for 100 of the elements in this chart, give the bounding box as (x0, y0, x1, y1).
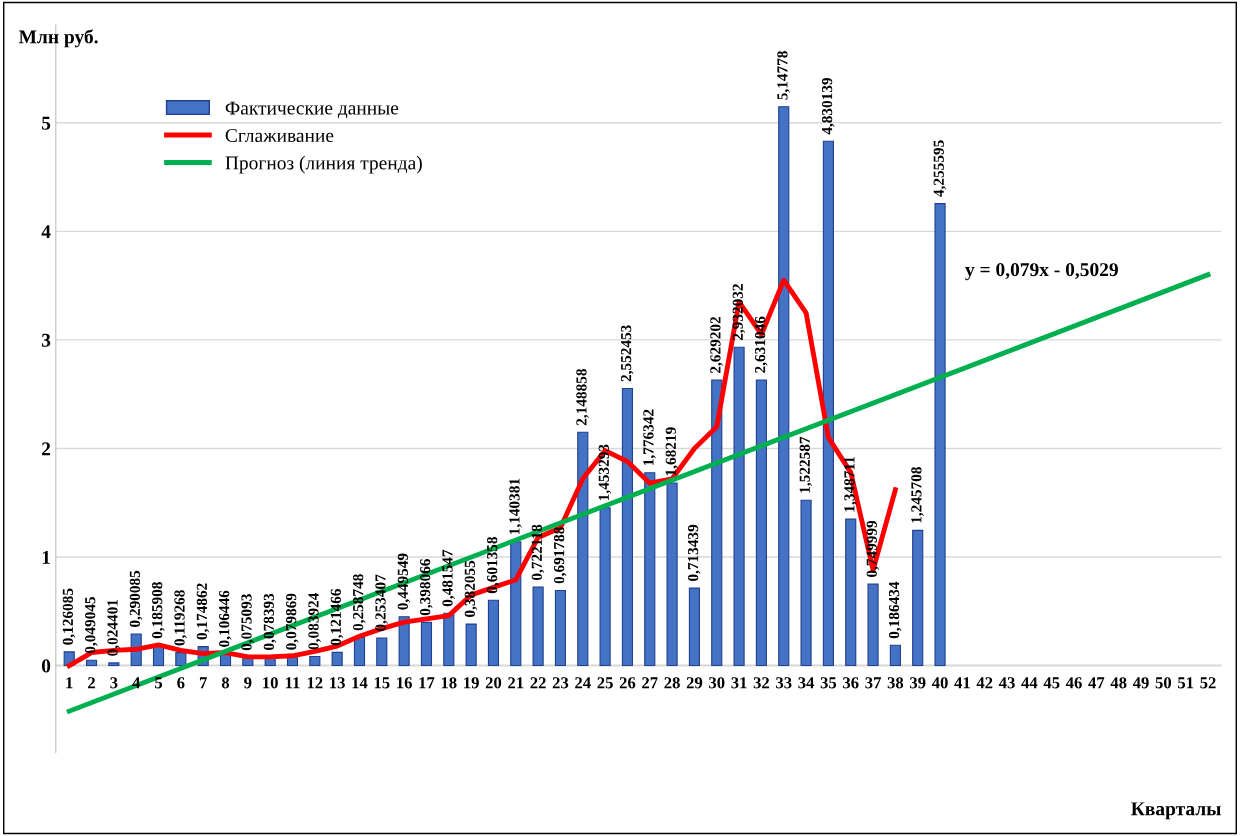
data-label: 0,078393 (263, 593, 277, 650)
data-label: 0,106446 (219, 590, 232, 647)
data-label: 0,691788 (553, 527, 567, 584)
x-tick-label: 51 (1178, 677, 1194, 689)
legend-label: Фактические данные (225, 101, 399, 119)
x-tick-label: 38 (887, 677, 904, 689)
x-tick-label: 50 (1155, 677, 1172, 689)
bar (331, 651, 343, 667)
bar (487, 599, 500, 667)
bar (532, 586, 544, 667)
bar (621, 387, 634, 667)
data-label: 0,121466 (330, 589, 344, 646)
bar (822, 140, 834, 667)
y-tick-label: 3 (41, 333, 51, 347)
y-tick-label: 0 (41, 659, 51, 673)
x-tick-label: 41 (954, 677, 970, 689)
x-tick-label: 36 (843, 677, 859, 689)
x-tick-label: 26 (619, 677, 636, 689)
data-label: 0,079869 (286, 593, 299, 650)
data-label: 0,601358 (486, 536, 500, 594)
bar (420, 621, 433, 667)
x-tick-label: 7 (199, 677, 207, 689)
bar (376, 637, 388, 667)
x-tick-label: 30 (709, 677, 725, 689)
y-tick-label: 5 (41, 116, 51, 130)
x-tick-label: 43 (998, 677, 1015, 689)
x-tick-label: 6 (177, 677, 185, 689)
x-tick-label: 44 (1021, 677, 1038, 689)
bar (644, 472, 656, 667)
x-tick-label: 20 (485, 677, 502, 689)
data-label: 0,382055 (464, 560, 478, 617)
bar (443, 612, 455, 667)
x-tick-label: 24 (575, 677, 591, 689)
bar (711, 379, 723, 667)
x-tick-label: 4 (132, 677, 141, 689)
bar (889, 644, 901, 667)
x-tick-label: 22 (530, 677, 546, 689)
x-tick-label: 8 (221, 677, 230, 689)
legend-label: Сглаживание (225, 128, 334, 143)
bar (778, 106, 790, 667)
annotation: y = 0,079x - 0,5029 (965, 263, 1118, 281)
x-tick-label: 42 (976, 677, 993, 689)
data-label: 0,713439 (687, 524, 701, 582)
data-label: 0,290085 (129, 570, 143, 627)
bar (912, 529, 924, 667)
x-tick-label: 46 (1065, 677, 1082, 689)
bar (845, 518, 857, 667)
data-label: 1,140381 (509, 478, 522, 535)
data-label: 0,398066 (419, 558, 433, 616)
bar (800, 499, 812, 667)
x-tick-label: 18 (441, 677, 457, 689)
x-tick-label: 47 (1088, 677, 1105, 689)
x-tick-label: 10 (263, 677, 278, 689)
data-label: 1,522587 (799, 436, 813, 493)
x-tick-label: 11 (285, 677, 300, 689)
legend-label: Прогноз (линия тренда) (225, 155, 422, 174)
data-label: 0,174862 (196, 583, 210, 640)
data-label: 0,185908 (152, 582, 165, 639)
bar (688, 587, 701, 667)
bar (465, 623, 477, 667)
data-label: 0,253407 (375, 574, 388, 631)
x-tick-label: 3 (110, 677, 118, 689)
x-tick-label: 19 (464, 677, 479, 689)
bar (554, 589, 567, 667)
bar (577, 431, 589, 667)
x-tick-label: 2 (88, 677, 95, 689)
x-tick-label: 35 (820, 677, 837, 689)
data-label: 2,629202 (710, 316, 723, 373)
x-tick-label: 32 (753, 677, 770, 689)
x-tick-label: 39 (910, 677, 926, 689)
x-tick-label: 12 (307, 677, 323, 689)
x-tick-label: 34 (798, 677, 815, 689)
x-tick-label: 15 (374, 677, 390, 689)
data-label: 1,348711 (844, 456, 857, 512)
x-tick-label: 13 (330, 677, 345, 689)
bar (867, 583, 879, 667)
bar (733, 346, 745, 667)
data-label: 0,481547 (442, 549, 455, 607)
x-tick-label: 37 (865, 677, 881, 689)
data-label: 0,083924 (308, 592, 321, 650)
x-tick-label: 49 (1132, 677, 1149, 689)
x-tick-label: 29 (686, 677, 703, 689)
data-label: 0,075093 (241, 594, 254, 651)
x-tick-label: 27 (642, 677, 658, 689)
data-label: 0,449549 (397, 553, 411, 610)
y-axis-title: Млн руб. (18, 29, 98, 48)
data-label: 0,186434 (888, 581, 902, 639)
x-tick-label: 17 (419, 677, 435, 689)
data-label: 0,126085 (62, 588, 76, 645)
y-tick-label: 2 (42, 442, 51, 456)
data-label: 2,631046 (754, 316, 768, 373)
x-tick-label: 25 (597, 677, 613, 689)
x-tick-label: 45 (1043, 677, 1060, 689)
x-tick-label: 14 (352, 677, 368, 689)
bar (510, 541, 522, 667)
x-tick-label: 33 (776, 677, 792, 689)
x-tick-label: 52 (1200, 677, 1216, 689)
data-label: 2,552453 (620, 325, 634, 382)
data-label: 0,722118 (531, 524, 545, 581)
data-label: 1,453293 (598, 444, 612, 501)
